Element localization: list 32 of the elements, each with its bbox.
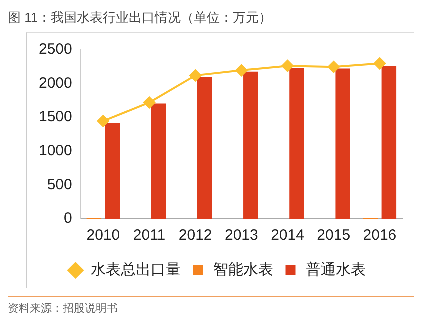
text: 资料来源：招股说明书 bbox=[8, 302, 119, 316]
x-tick-label: 2010 bbox=[86, 227, 120, 244]
legend-label: 智能水表 bbox=[213, 262, 274, 279]
x-tick-label: 2016 bbox=[363, 227, 397, 244]
point bbox=[374, 58, 386, 70]
point bbox=[144, 96, 156, 109]
y-tick-label: 500 bbox=[47, 176, 72, 194]
y-tick-label: 2000 bbox=[38, 74, 72, 92]
point bbox=[328, 61, 340, 74]
y-tick-label: 1500 bbox=[38, 108, 72, 126]
point bbox=[282, 60, 294, 72]
point bbox=[97, 115, 110, 128]
x-tick-label: 2011 bbox=[133, 227, 166, 244]
legend-label: 普通水表 bbox=[306, 262, 366, 279]
y-tick-label: 1000 bbox=[38, 142, 72, 160]
y-tick-label: 0 bbox=[64, 210, 72, 228]
bar bbox=[290, 68, 304, 219]
bar bbox=[105, 123, 120, 219]
point bbox=[190, 70, 202, 82]
legend-label: 水表总出口量 bbox=[90, 262, 181, 279]
chart-title: 图 11：我国水表行业出口情况（单位：万元） bbox=[8, 9, 274, 27]
bar bbox=[382, 66, 397, 219]
bar bbox=[197, 77, 212, 219]
x-tick-label: 2014 bbox=[271, 227, 304, 244]
x-tick-label: 2015 bbox=[317, 227, 351, 244]
point bbox=[236, 64, 248, 77]
x-tick-label: 2012 bbox=[178, 227, 212, 244]
y-tick-label: 2500 bbox=[38, 41, 72, 58]
bar bbox=[336, 68, 350, 219]
bar bbox=[244, 72, 258, 219]
bar bbox=[151, 104, 166, 219]
x-tick-label: 2013 bbox=[224, 227, 258, 244]
